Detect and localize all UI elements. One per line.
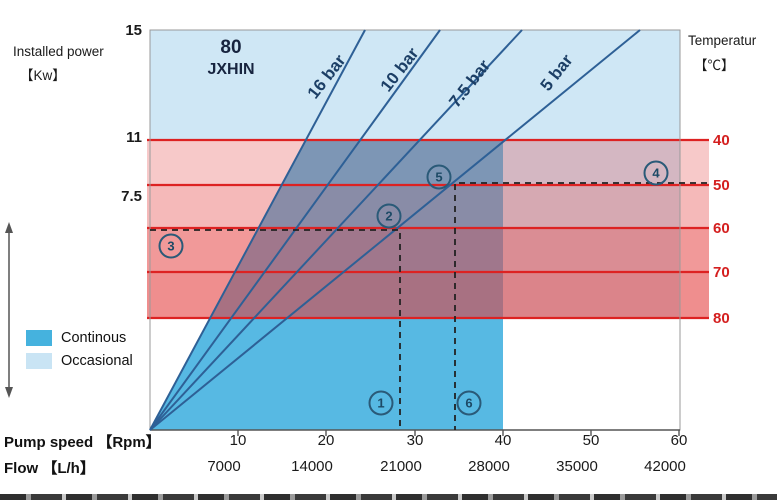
legend-item-continuous: Continous (26, 330, 133, 346)
y-tick-7-5: 7.5 (121, 188, 142, 205)
speed-tick-40: 40 (494, 432, 512, 449)
occasional-region-top (150, 30, 680, 140)
legend: Continous Occasional (26, 330, 133, 376)
marker-4: 4 (643, 160, 669, 186)
legend-label-continuous: Continous (61, 330, 127, 346)
plot-title-line1: 80 (220, 37, 242, 58)
plot-title: 80 JXHIN (192, 36, 270, 80)
occasional-swatch-icon (26, 353, 52, 369)
cropped-bottom-strip (0, 494, 777, 500)
marker-5: 5 (426, 164, 452, 190)
speed-axis-label: Pump speed 【Rpm】 (4, 434, 161, 451)
temp-tick-70: 70 (713, 264, 730, 281)
marker-1: 1 (368, 390, 394, 416)
speed-tick-50: 50 (582, 432, 600, 449)
flow-tick-28000: 28000 (468, 458, 510, 475)
flow-tick-42000: 42000 (644, 458, 686, 475)
temperature-bands (147, 140, 709, 318)
plot-title-line2: JXHIN (207, 60, 255, 78)
band-60-70 (147, 228, 709, 272)
marker-3: 3 (158, 233, 184, 259)
temperature-lines (147, 138, 709, 320)
flow-axis-label: Flow 【L/h】 (4, 460, 95, 477)
y-tick-15: 15 (125, 22, 142, 39)
legend-label-occasional: Occasional (61, 353, 133, 369)
pressure-line-7-5bar (149, 29, 523, 431)
pressure-line-16bar (149, 29, 366, 431)
x-axis-ticks (237, 430, 680, 436)
temp-tick-80: 80 (713, 310, 730, 327)
y-axis-title: Installed power (13, 44, 104, 59)
temp-tick-60: 60 (713, 220, 730, 237)
band-70-80 (147, 272, 709, 318)
temp-tick-50: 50 (713, 177, 730, 194)
speed-tick-30: 30 (406, 432, 424, 449)
marker-6: 6 (456, 390, 482, 416)
range-arrow (5, 222, 13, 398)
speed-tick-60: 60 (670, 432, 688, 449)
arrow-up-icon (5, 222, 13, 233)
flow-tick-7000: 7000 (207, 458, 241, 475)
flow-tick-14000: 14000 (291, 458, 333, 475)
y-axis-unit: 【Kw】 (20, 68, 66, 83)
flow-tick-35000: 35000 (556, 458, 598, 475)
y-tick-11: 11 (126, 129, 142, 146)
temp-axis-unit: 【℃】 (694, 58, 735, 73)
flow-tick-21000: 21000 (380, 458, 422, 475)
speed-tick-20: 20 (317, 432, 335, 449)
marker-2: 2 (376, 203, 402, 229)
continuous-swatch-icon (26, 330, 52, 346)
band-50-60 (147, 185, 709, 228)
legend-item-occasional: Occasional (26, 353, 133, 369)
temp-axis-title: Temperatur (688, 33, 757, 48)
speed-tick-10: 10 (229, 432, 247, 449)
arrow-down-icon (5, 387, 13, 398)
temp-tick-40: 40 (713, 132, 730, 149)
